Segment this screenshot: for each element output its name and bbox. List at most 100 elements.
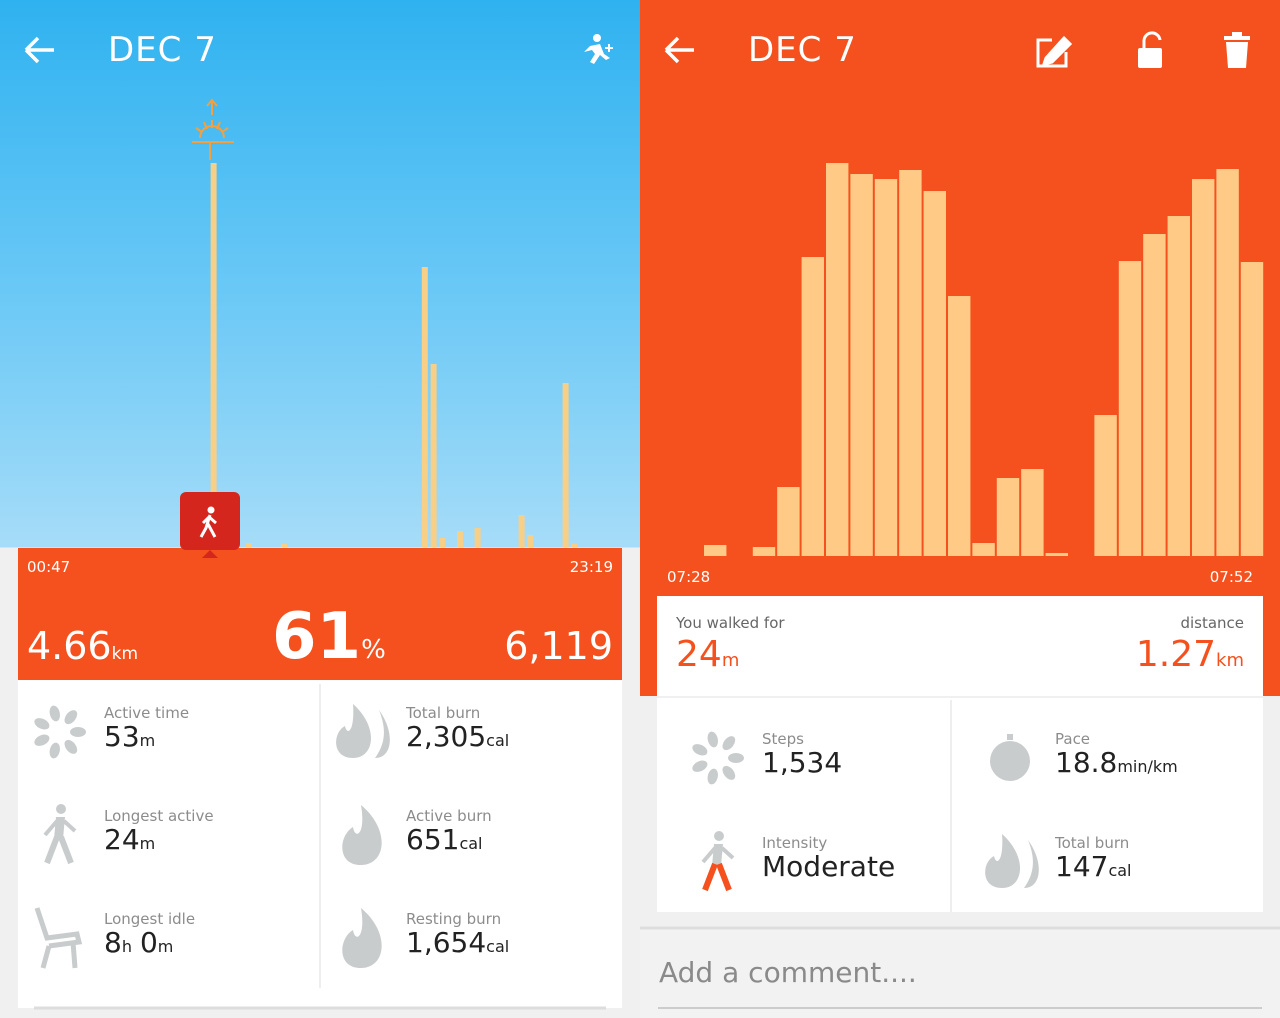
bar: [527, 535, 534, 547]
back-arrow[interactable]: [664, 36, 694, 64]
bar: [899, 170, 922, 556]
bar: [1118, 261, 1142, 556]
stat-value: 147cal: [1055, 850, 1140, 883]
stat-number: 0: [139, 926, 158, 959]
stat-number: 651: [406, 823, 460, 856]
walked-value: 24m: [676, 634, 739, 675]
walked-label: You walked for: [676, 614, 785, 632]
back-arrow[interactable]: [24, 36, 54, 64]
bar: [972, 543, 995, 556]
distance-label: distance: [1180, 614, 1244, 632]
walk-marker[interactable]: [180, 492, 240, 558]
walk-summary-card: [657, 596, 1263, 696]
bar: [1021, 469, 1044, 556]
bar: [439, 538, 446, 547]
bar: [923, 191, 946, 556]
stat-number: Moderate: [762, 850, 896, 883]
stat-unit: m: [139, 731, 156, 750]
bar: [1167, 216, 1190, 556]
stat-value: 24m: [104, 823, 163, 856]
comment-area: [640, 926, 1280, 1018]
bar: [801, 257, 824, 556]
stat-number: 24: [104, 823, 140, 856]
stats-card: [657, 698, 1263, 912]
stat-unit: cal: [486, 937, 510, 956]
chair-icon: [34, 907, 83, 969]
delete-icon[interactable]: [1224, 32, 1250, 68]
bar: [571, 544, 578, 547]
stat-label: Total burn: [406, 704, 481, 722]
stat-unit: m: [157, 937, 174, 956]
stat-value: 18.8min/km: [1055, 746, 1186, 779]
date-title: DEC 7: [108, 30, 217, 70]
stat-number: 1,654: [406, 926, 487, 959]
edit-icon[interactable]: [1036, 35, 1073, 68]
bar: [281, 544, 287, 547]
bar: [1143, 234, 1166, 556]
stat-label: Active time: [104, 704, 190, 722]
bar: [1240, 262, 1264, 556]
lock-icon[interactable]: [1138, 31, 1162, 68]
start-time: 00:47: [27, 558, 71, 576]
walker-icon: [701, 831, 735, 892]
bar: [850, 174, 873, 556]
bar: [474, 528, 481, 547]
start-time: 07:28: [667, 568, 711, 586]
stat-unit: m: [139, 834, 156, 853]
end-time: 07:52: [1209, 568, 1253, 586]
bar: [948, 296, 971, 556]
distance-value: 4.66: [27, 624, 112, 668]
day-panel: DEC 7 00:47 23:19 4.66km 61% 6,119 Activ…: [0, 0, 640, 1018]
bar: [562, 383, 569, 547]
distance-unit: km: [1216, 650, 1244, 671]
stat-unit: cal: [1108, 861, 1132, 880]
comment-input[interactable]: Add a comment....: [659, 956, 917, 989]
bar: [430, 364, 437, 547]
stat-unit: cal: [459, 834, 483, 853]
percent-unit: %: [361, 635, 386, 665]
bar: [704, 545, 727, 556]
distance-number: 1.27: [1135, 634, 1217, 675]
stat-label: Active burn: [406, 807, 492, 825]
bar: [1045, 553, 1068, 556]
stat-value: 2,305cal: [406, 720, 517, 753]
runner-icon: [43, 804, 77, 865]
walked-number: 24: [676, 634, 722, 675]
stat-unit: h: [121, 937, 132, 956]
goal-percent: 61%: [272, 600, 386, 674]
stat-number: 8: [104, 926, 122, 959]
stat-value: 651cal: [406, 823, 491, 856]
stat-number: 18.8: [1055, 746, 1118, 779]
stat-number: 53: [104, 720, 140, 753]
stat-label: Longest idle: [104, 910, 196, 928]
end-time: 23:19: [569, 558, 613, 576]
bar: [1216, 169, 1239, 556]
bar: [457, 531, 463, 547]
stat-value: 53m: [104, 720, 163, 753]
bar: [518, 515, 525, 547]
bar: [996, 478, 1020, 556]
stat-label: Steps: [762, 730, 804, 748]
stat-value: 1,534: [762, 746, 842, 779]
stat-label: Pace: [1055, 730, 1091, 748]
sun-icon: [192, 98, 234, 160]
date-title: DEC 7: [748, 30, 857, 70]
stat-value: 1,654cal: [406, 926, 517, 959]
steps: 6,119: [504, 624, 613, 668]
add-activity-icon[interactable]: [584, 34, 613, 64]
bar: [1094, 415, 1117, 556]
stat-value: Moderate: [762, 850, 895, 883]
activity-chart: [18, 34, 622, 1010]
bar: [777, 487, 800, 556]
flames-icon: [985, 834, 1039, 888]
flames-icon: [336, 704, 390, 758]
distance-unit: km: [111, 644, 139, 664]
stat-value: 8h 0m: [104, 926, 181, 959]
stat-number: 147: [1055, 850, 1109, 883]
stat-label: Longest active: [104, 807, 214, 825]
distance: 4.66km: [27, 624, 138, 668]
activity-chart: [640, 31, 1280, 1018]
bar: [874, 179, 898, 556]
distance-value: 1.27km: [1136, 634, 1244, 675]
